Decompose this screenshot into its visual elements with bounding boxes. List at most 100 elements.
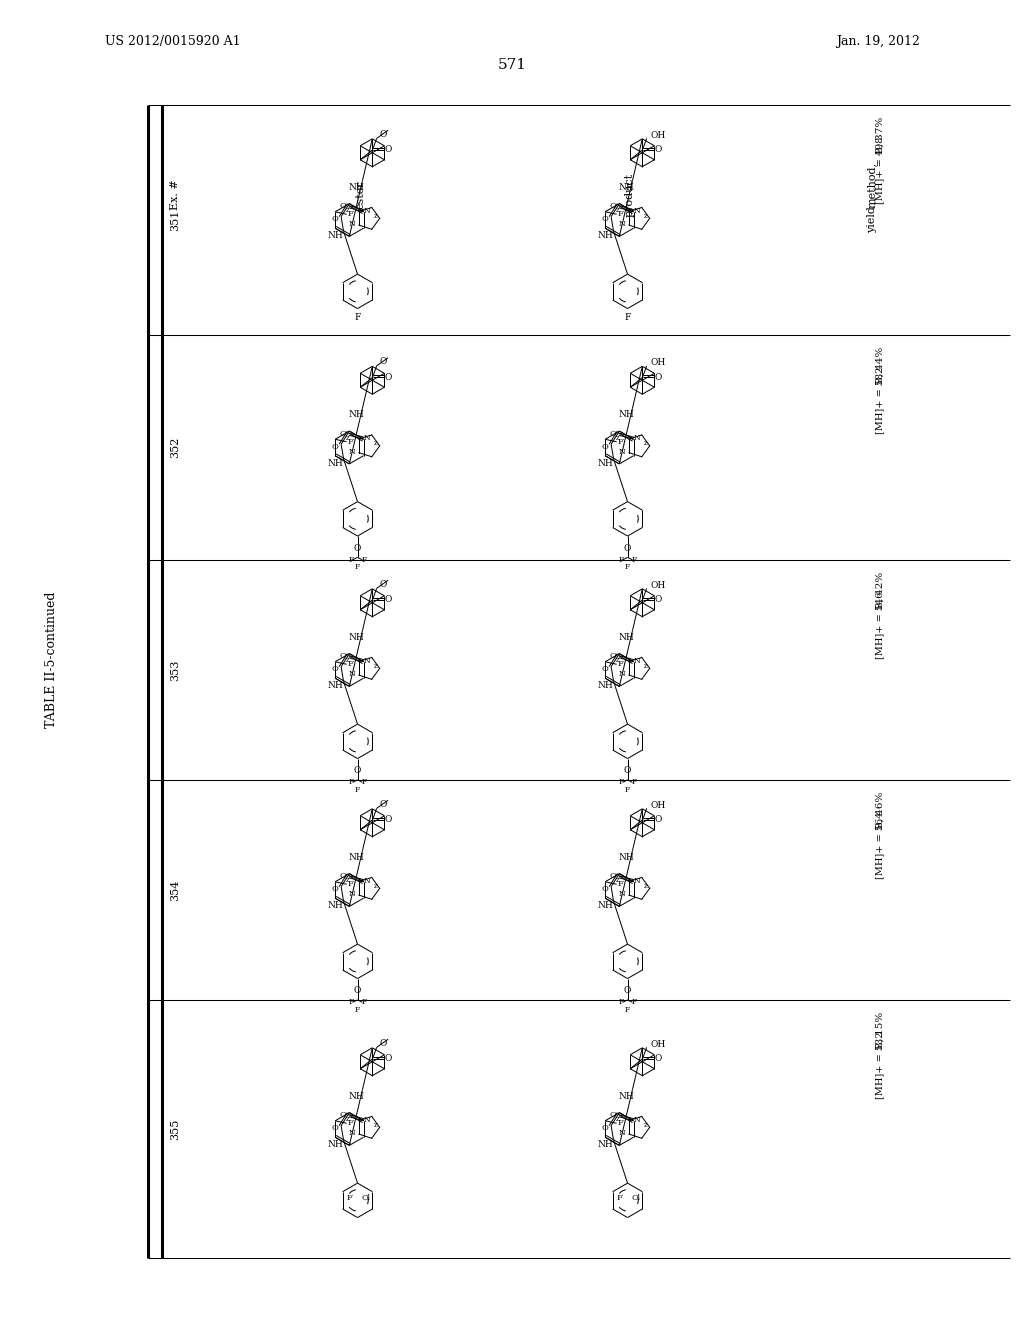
Text: z: z: [346, 876, 349, 884]
Text: N: N: [348, 890, 355, 898]
Text: [MH]+ = 532: [MH]+ = 532: [876, 1031, 885, 1098]
Text: F: F: [618, 779, 624, 787]
Text: N: N: [364, 434, 370, 442]
Text: z: z: [644, 882, 647, 890]
Text: B, 37%: B, 37%: [876, 116, 885, 153]
Text: O: O: [609, 1111, 616, 1119]
Text: US 2012/0015920 A1: US 2012/0015920 A1: [105, 36, 241, 49]
Text: N: N: [364, 876, 370, 884]
Text: z: z: [615, 206, 620, 214]
Text: O: O: [340, 202, 346, 210]
Text: O: O: [609, 202, 616, 210]
Text: O: O: [654, 595, 662, 605]
Text: F: F: [361, 779, 367, 787]
Text: z: z: [346, 1115, 349, 1123]
Text: O: O: [601, 886, 608, 894]
Text: z: z: [346, 434, 349, 442]
Text: N: N: [618, 890, 626, 898]
Text: z: z: [615, 1115, 620, 1123]
Text: NH: NH: [618, 182, 634, 191]
Text: N: N: [618, 1129, 626, 1137]
Text: O: O: [384, 816, 392, 825]
Text: NH: NH: [618, 411, 634, 420]
Text: O: O: [601, 442, 608, 450]
Text: [MH]+ = 498: [MH]+ = 498: [876, 136, 885, 203]
Text: B, 42%: B, 42%: [876, 572, 885, 609]
Text: O: O: [354, 544, 361, 553]
Text: NH: NH: [328, 902, 343, 909]
Text: F: F: [617, 1119, 624, 1127]
Text: NH: NH: [348, 632, 364, 642]
Text: OH: OH: [650, 1040, 666, 1048]
Text: z: z: [644, 213, 647, 220]
Text: O: O: [340, 429, 346, 437]
Text: NH: NH: [618, 853, 634, 862]
Text: O: O: [654, 372, 662, 381]
Text: NH: NH: [348, 182, 364, 191]
Text: z: z: [374, 882, 378, 890]
Text: F: F: [617, 660, 624, 668]
Text: O: O: [340, 873, 346, 880]
Text: z: z: [374, 440, 378, 447]
Text: NH: NH: [598, 458, 613, 467]
Text: NH: NH: [618, 1092, 634, 1101]
Text: N: N: [633, 434, 640, 442]
Text: O: O: [379, 800, 386, 809]
Text: z: z: [644, 1121, 647, 1129]
Text: F: F: [348, 660, 353, 668]
Text: O: O: [331, 215, 338, 223]
Text: O: O: [601, 215, 608, 223]
Text: F: F: [617, 880, 624, 888]
Text: N: N: [633, 876, 640, 884]
Text: 352: 352: [170, 437, 180, 458]
Text: N: N: [633, 657, 640, 665]
Text: NH: NH: [598, 902, 613, 909]
Text: NH: NH: [598, 681, 613, 690]
Text: z: z: [346, 656, 349, 664]
Text: O: O: [331, 665, 338, 673]
Text: F: F: [348, 1119, 353, 1127]
Text: F: F: [632, 779, 637, 787]
Text: F: F: [348, 210, 353, 218]
Text: N: N: [364, 657, 370, 665]
Text: F: F: [616, 1195, 623, 1203]
Text: O: O: [331, 1125, 338, 1133]
Text: z: z: [615, 656, 620, 664]
Text: O: O: [609, 652, 616, 660]
Text: z: z: [374, 661, 378, 671]
Text: O: O: [624, 544, 631, 553]
Text: 354: 354: [170, 879, 180, 900]
Text: NH: NH: [328, 1140, 343, 1150]
Text: N: N: [348, 1129, 355, 1137]
Text: N: N: [618, 447, 626, 455]
Text: O: O: [340, 1111, 346, 1119]
Text: O: O: [384, 1055, 392, 1064]
Text: F: F: [348, 998, 353, 1006]
Text: Jan. 19, 2012: Jan. 19, 2012: [837, 36, 920, 49]
Text: O: O: [379, 129, 386, 139]
Text: O: O: [331, 886, 338, 894]
Text: F: F: [617, 438, 624, 446]
Text: F: F: [354, 313, 360, 322]
Text: B, 46%: B, 46%: [876, 792, 885, 829]
Text: [MH]+ = 564: [MH]+ = 564: [876, 812, 885, 879]
Text: F: F: [355, 785, 360, 793]
Text: O: O: [384, 372, 392, 381]
Text: OH: OH: [650, 358, 666, 367]
Text: F: F: [632, 556, 637, 564]
Text: 353: 353: [170, 659, 180, 681]
Text: F: F: [618, 556, 624, 564]
Text: N: N: [633, 207, 640, 215]
Text: NH: NH: [328, 458, 343, 467]
Text: method,: method,: [867, 162, 877, 209]
Text: O: O: [384, 595, 392, 605]
Text: z: z: [374, 213, 378, 220]
Text: F: F: [346, 1195, 352, 1203]
Text: 571: 571: [498, 58, 526, 73]
Text: F: F: [348, 556, 353, 564]
Text: F: F: [625, 1006, 630, 1014]
Text: O: O: [609, 873, 616, 880]
Text: yield: yield: [867, 206, 877, 234]
Text: F: F: [348, 880, 353, 888]
Text: O: O: [624, 767, 631, 775]
